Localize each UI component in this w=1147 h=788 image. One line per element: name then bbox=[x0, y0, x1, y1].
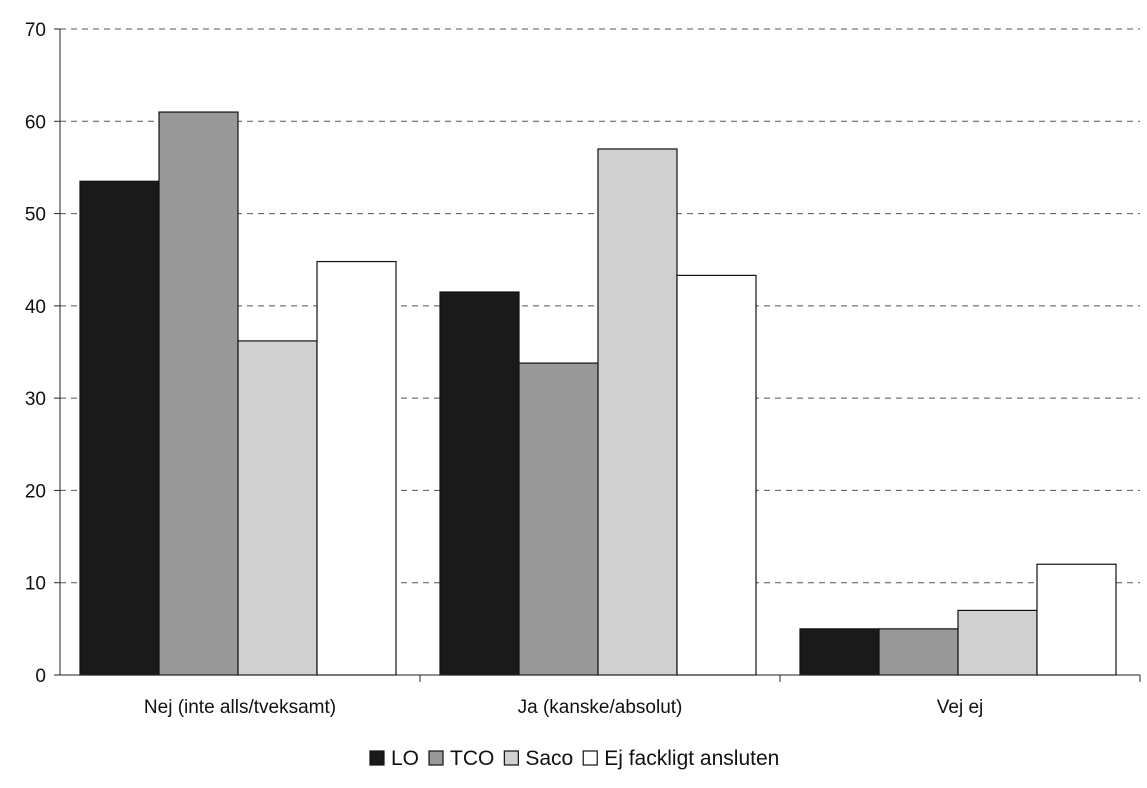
bar-lo-2 bbox=[799, 628, 880, 676]
y-tick-label: 0 bbox=[35, 666, 46, 687]
y-axis-ticks: 0 10 20 30 40 50 60 70 bbox=[25, 20, 60, 687]
legend-label: Saco bbox=[525, 747, 573, 770]
bars bbox=[79, 111, 1117, 676]
bar-ej-fackligt-ansluten-1 bbox=[676, 274, 757, 676]
legend-label: LO bbox=[391, 747, 419, 770]
y-tick-label: 10 bbox=[25, 574, 46, 595]
legend: LO TCO Saco Ej fackligt ansluten bbox=[369, 747, 779, 770]
y-tick-label: 20 bbox=[25, 481, 46, 502]
y-tick-label: 40 bbox=[25, 297, 46, 318]
bar-tco-1 bbox=[518, 362, 599, 676]
x-axis-labels: Nej (inte alls/tveksamt) Ja (kanske/absol… bbox=[144, 697, 983, 718]
legend-swatch-saco bbox=[503, 750, 519, 766]
bar-lo-0 bbox=[79, 180, 160, 676]
bar-lo-1 bbox=[439, 291, 520, 676]
legend-label: Ej fackligt ansluten bbox=[604, 747, 779, 770]
bar-tco-2 bbox=[878, 628, 959, 676]
x-category-label: Vej ej bbox=[937, 697, 983, 718]
bar-saco-1 bbox=[597, 148, 678, 676]
bar-ej-fackligt-ansluten-0 bbox=[316, 260, 397, 676]
y-tick-label: 60 bbox=[25, 112, 46, 133]
bar-ej-fackligt-ansluten-2 bbox=[1036, 563, 1117, 676]
legend-swatch-lo bbox=[369, 750, 385, 766]
legend-swatch-ej-fackligt-ansluten bbox=[582, 750, 598, 766]
bar-tco-0 bbox=[158, 111, 239, 676]
y-tick-label: 30 bbox=[25, 389, 46, 410]
x-category-label: Ja (kanske/absolut) bbox=[518, 697, 683, 718]
y-tick-label: 70 bbox=[25, 20, 46, 41]
bar-saco-2 bbox=[957, 609, 1038, 676]
legend-label: TCO bbox=[450, 747, 494, 770]
y-tick-label: 50 bbox=[25, 205, 46, 226]
legend-swatch-tco bbox=[428, 750, 444, 766]
bar-saco-0 bbox=[237, 340, 318, 676]
axes bbox=[59, 29, 1141, 682]
x-category-label: Nej (inte alls/tveksamt) bbox=[144, 697, 336, 718]
